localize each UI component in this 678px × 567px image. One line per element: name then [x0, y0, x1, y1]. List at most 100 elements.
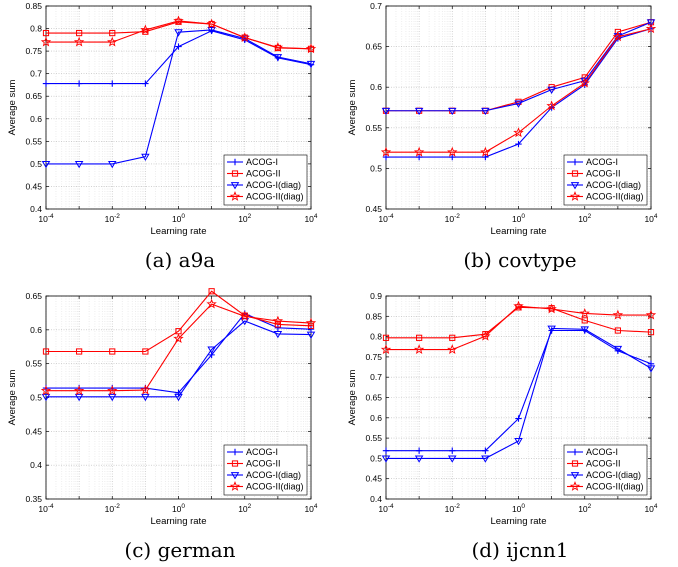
data-point: [482, 153, 489, 161]
data-point: [447, 107, 457, 116]
data-point: [306, 60, 316, 69]
legend-marker: [229, 481, 241, 491]
x-axis-label: Learning rate: [491, 516, 547, 527]
data-point: [76, 29, 83, 37]
data-point: [579, 308, 590, 318]
legend-entry: ACOG-I(diag): [586, 180, 641, 190]
y-tick-label: 0.6: [370, 82, 382, 92]
x-tick-label: 10-4: [38, 503, 54, 514]
y-tick-label: 0.45: [25, 426, 42, 436]
data-point: [73, 36, 85, 47]
legend-entry: ACOG-II(diag): [586, 482, 644, 492]
data-point: [612, 309, 624, 320]
y-tick-label: 0.45: [365, 204, 382, 214]
data-point: [75, 80, 83, 87]
series-line: [46, 20, 312, 50]
x-tick-label: 104: [304, 503, 317, 514]
y-tick-label: 0.65: [25, 291, 42, 301]
x-tick-label: 10-4: [378, 503, 394, 514]
data-point: [514, 100, 523, 108]
series-line: [386, 21, 652, 112]
data-point: [579, 77, 590, 88]
x-tick-label: 10-2: [445, 213, 461, 224]
legend-entry: ACOG-I: [586, 157, 618, 167]
y-tick-label: 0.45: [365, 474, 382, 484]
data-point: [173, 15, 184, 26]
y-tick-label: 0.65: [365, 42, 382, 52]
series-ACOG-I(diag): [381, 325, 656, 463]
data-point: [74, 393, 84, 402]
series-ACOG-II(diag): [380, 23, 657, 157]
y-tick-label: 0.5: [30, 393, 42, 403]
y-tick-label: 0.4: [30, 460, 42, 470]
y-tick-label: 0.35: [25, 494, 42, 504]
data-point: [107, 393, 117, 402]
x-tick-label: 104: [644, 213, 657, 224]
data-point: [546, 100, 557, 111]
legend-entry: ACOG-I: [246, 157, 278, 167]
data-point: [382, 153, 390, 161]
panel-caption: (c) german: [124, 538, 235, 562]
legend-entry: ACOG-II: [586, 459, 621, 469]
data-point: [645, 309, 657, 320]
y-tick-label: 0.75: [365, 352, 382, 362]
data-point: [416, 334, 423, 341]
y-tick-label: 0.5: [370, 453, 382, 463]
data-point: [42, 29, 50, 37]
y-tick-label: 0.45: [25, 181, 42, 191]
data-point: [207, 27, 216, 35]
data-point: [380, 344, 392, 355]
data-point: [580, 326, 590, 334]
y-tick-label: 0.65: [365, 393, 382, 403]
y-axis-label: Average sum: [7, 80, 18, 136]
data-point: [614, 28, 621, 36]
data-point: [142, 28, 149, 35]
y-tick-label: 0.7: [370, 372, 382, 382]
x-tick-label: 102: [578, 503, 591, 514]
series-line: [386, 28, 652, 153]
data-point: [449, 153, 456, 161]
data-point: [547, 325, 556, 333]
y-tick-label: 0.85: [25, 1, 42, 11]
data-point: [514, 438, 523, 446]
x-axis-label: Learning rate: [491, 226, 547, 237]
series-ACOG-II(diag): [40, 298, 317, 396]
data-point: [40, 36, 52, 47]
x-tick-label: 10-2: [445, 503, 461, 514]
y-tick-label: 0.9: [370, 291, 382, 301]
legend-marker: [571, 460, 579, 467]
data-point: [380, 146, 392, 157]
data-point: [413, 146, 425, 157]
legend-marker: [229, 191, 241, 201]
data-point: [40, 385, 52, 396]
data-point: [449, 447, 456, 454]
series-ACOG-I(diag): [381, 19, 656, 116]
x-tick-label: 102: [238, 503, 251, 514]
x-tick-label: 102: [238, 213, 251, 224]
data-point: [382, 447, 390, 454]
y-tick-label: 0.85: [365, 311, 382, 321]
x-axis-label: Learning rate: [151, 516, 207, 527]
data-point: [449, 334, 456, 341]
y-tick-label: 0.8: [30, 24, 42, 34]
legend-entry: ACOG-II: [246, 459, 281, 469]
legend-entry: ACOG-I: [246, 447, 278, 457]
legend-entry: ACOG-II(diag): [586, 192, 644, 202]
legend-entry: ACOG-I(diag): [246, 180, 301, 190]
data-point: [481, 107, 490, 116]
data-point: [76, 348, 83, 355]
data-point: [42, 348, 50, 355]
data-point: [381, 455, 391, 463]
data-point: [515, 415, 522, 422]
data-point: [305, 317, 317, 328]
data-point: [305, 43, 317, 54]
legend-entry: ACOG-II: [586, 169, 621, 179]
x-tick-label: 104: [304, 213, 317, 224]
x-tick-label: 10-2: [105, 503, 121, 514]
data-point: [174, 393, 183, 402]
y-tick-label: 0.6: [370, 413, 382, 423]
legend-marker: [570, 472, 580, 480]
x-axis-label: Learning rate: [151, 226, 207, 237]
y-tick-label: 0.55: [365, 123, 382, 133]
